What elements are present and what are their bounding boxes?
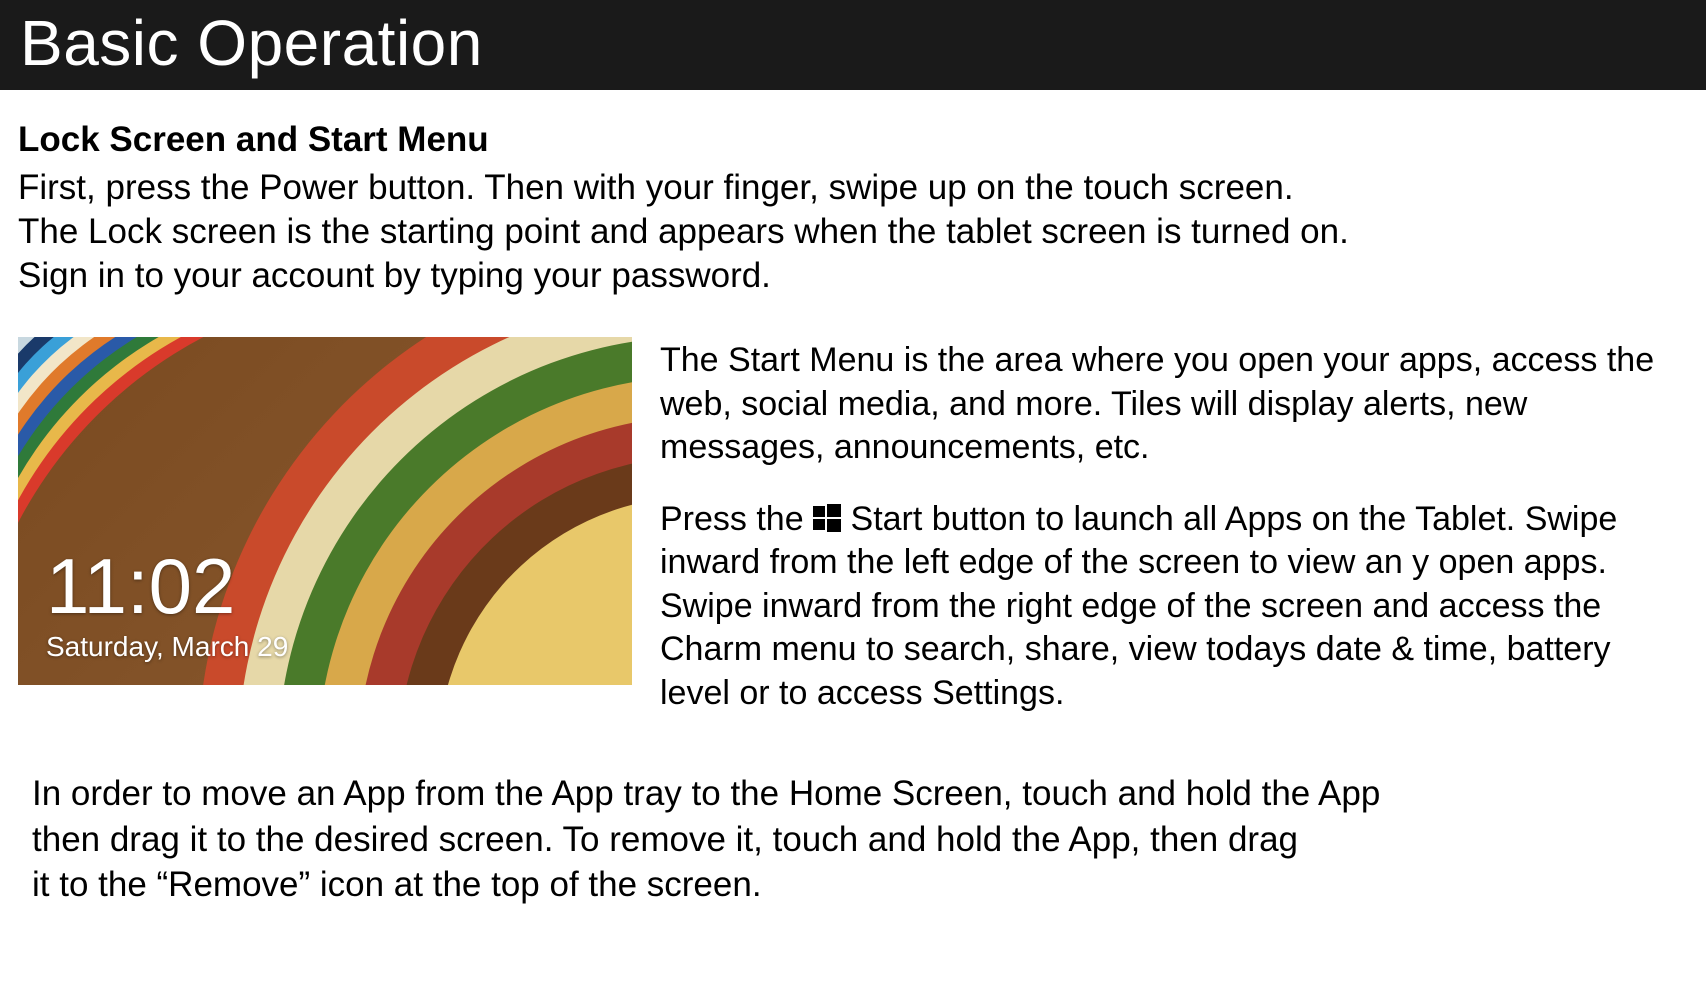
para2-pre: Press the bbox=[660, 500, 813, 538]
page-title: Basic Operation bbox=[20, 6, 1686, 80]
right-para-1: The Start Menu is the area where you ope… bbox=[660, 339, 1688, 470]
intro-line-2: The Lock screen is the starting point an… bbox=[18, 210, 1688, 254]
content-area: Lock Screen and Start Menu First, press … bbox=[0, 90, 1706, 908]
lockscreen-image: 11:02 Saturday, March 29 bbox=[18, 337, 632, 685]
lockscreen-date: Saturday, March 29 bbox=[46, 631, 288, 663]
intro-paragraph: First, press the Power button. Then with… bbox=[18, 166, 1688, 297]
footer-line-1: In order to move an App from the App tra… bbox=[32, 771, 1688, 817]
footer-paragraph: In order to move an App from the App tra… bbox=[18, 771, 1688, 908]
lockscreen-time: 11:02 bbox=[46, 547, 235, 625]
section-title: Lock Screen and Start Menu bbox=[18, 120, 1688, 160]
intro-line-3: Sign in to your account by typing your p… bbox=[18, 254, 1688, 298]
right-para-2: Press the Start button to launch all App… bbox=[660, 498, 1688, 716]
windows-logo-icon bbox=[813, 504, 841, 532]
two-column-row: 11:02 Saturday, March 29 The Start Menu … bbox=[18, 337, 1688, 715]
intro-line-1: First, press the Power button. Then with… bbox=[18, 166, 1688, 210]
header-bar: Basic Operation bbox=[0, 0, 1706, 90]
right-column: The Start Menu is the area where you ope… bbox=[660, 337, 1688, 715]
footer-line-3: it to the “Remove” icon at the top of th… bbox=[32, 862, 1688, 908]
footer-line-2: then drag it to the desired screen. To r… bbox=[32, 817, 1688, 863]
